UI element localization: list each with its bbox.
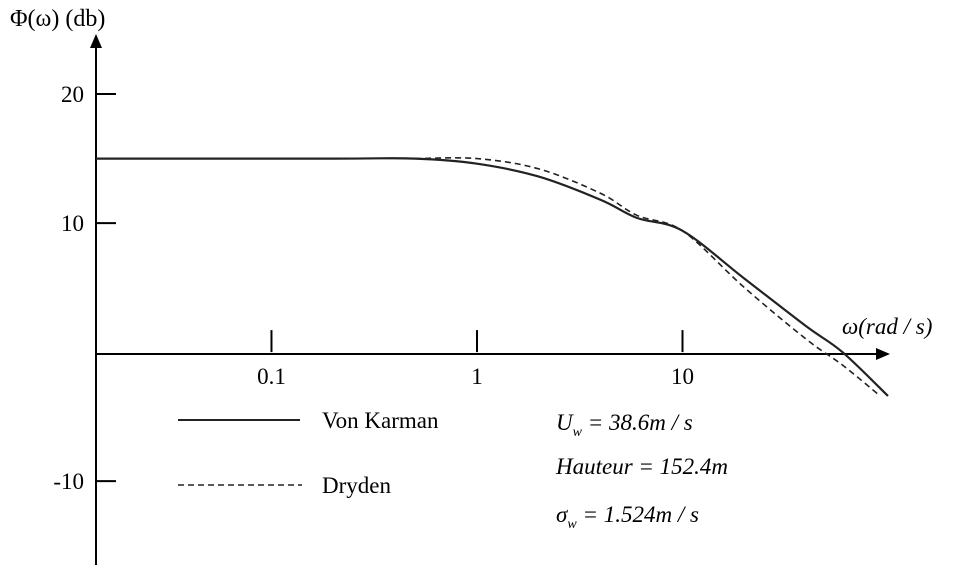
annotation-speed: Uw = 38.6m / s xyxy=(556,410,693,440)
series-von-karman xyxy=(96,157,889,397)
y-tick-label: 20 xyxy=(61,82,84,107)
x-tick-label: 1 xyxy=(471,364,483,389)
legend-dryden-label: Dryden xyxy=(322,473,391,498)
series-lines xyxy=(96,157,889,397)
y-axis-title: Φ(ω) (db) xyxy=(10,6,105,32)
y-tick-label: -10 xyxy=(53,469,84,494)
annotation-height: Hauteur = 152.4m xyxy=(555,454,728,479)
legend: Von Karman Dryden xyxy=(178,408,439,498)
x-axis-title: ω(rad / s) xyxy=(842,314,932,339)
parameter-annotations: Uw = 38.6m / s Hauteur = 152.4m σw = 1.5… xyxy=(555,410,728,532)
x-tick-label: 0.1 xyxy=(257,364,286,389)
series-dryden xyxy=(415,157,880,396)
x-tick-label: 10 xyxy=(671,364,694,389)
annotation-sigma: σw = 1.524m / s xyxy=(556,502,699,532)
legend-von-karman-label: Von Karman xyxy=(322,408,439,433)
y-tick-label: 10 xyxy=(61,211,84,236)
axis-ticks: 0.1 1 10 20 10 -10 xyxy=(53,82,694,494)
